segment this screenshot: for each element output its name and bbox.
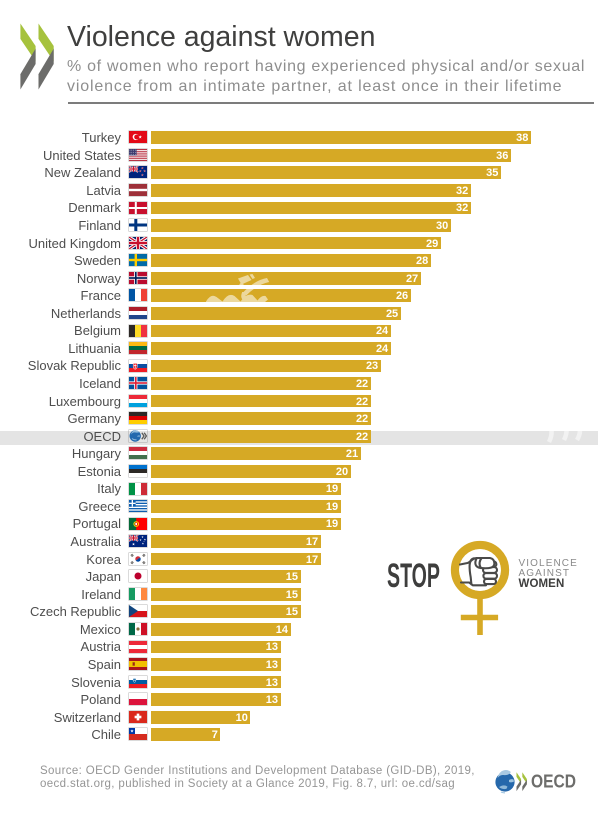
svg-text:OECD: OECD — [531, 771, 576, 792]
svg-text:STOP: STOP — [387, 557, 440, 595]
